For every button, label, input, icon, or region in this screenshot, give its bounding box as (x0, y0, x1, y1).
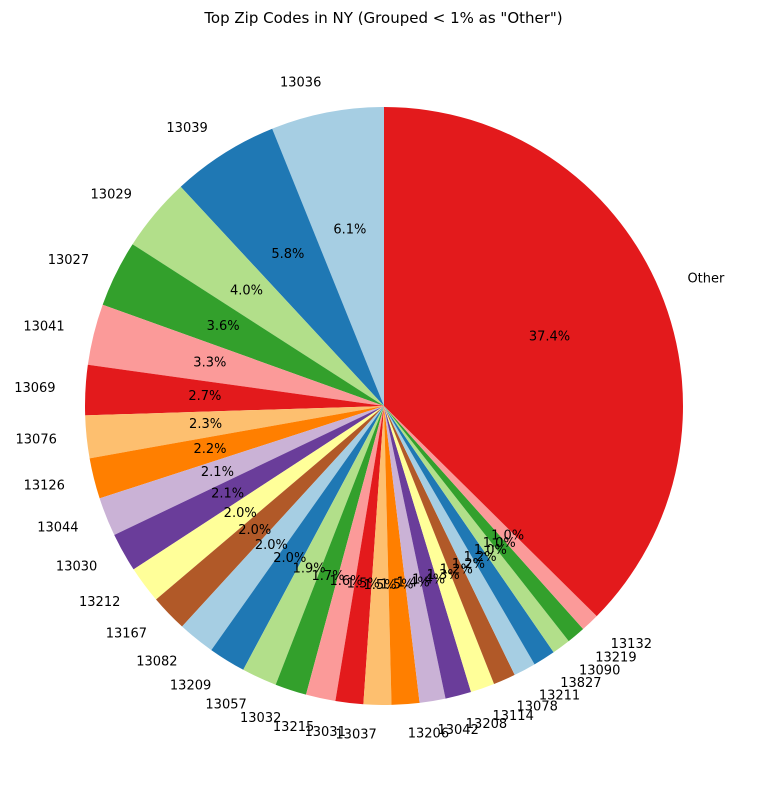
slice-label: 13029 (91, 187, 132, 202)
pie-slice-13212 (133, 406, 384, 600)
slice-percent-label: 3.6% (207, 319, 240, 334)
pie-slice-13041 (87, 304, 384, 406)
slice-percent-label: 2.2% (193, 442, 226, 457)
slice-label: 13041 (23, 320, 64, 335)
slice-percent-label: 2.7% (188, 389, 221, 404)
slice-percent-label: 4.0% (230, 283, 263, 298)
slice-percent-label: 1.2% (452, 557, 485, 572)
pie-slice-other (384, 107, 683, 617)
pie-slice-13042 (384, 406, 446, 703)
pie-slice-13209 (211, 406, 384, 670)
slice-label: 13827 (560, 676, 601, 691)
pie-slice-13132 (384, 406, 597, 630)
slice-label: 13031 (304, 725, 345, 740)
slice-percent-label: 3.3% (193, 356, 226, 371)
slice-label: 13090 (579, 663, 620, 678)
slice-label: 13032 (240, 711, 281, 726)
slice-percent-label: 2.1% (211, 486, 244, 501)
slice-label: 13027 (48, 253, 89, 268)
slice-label: 13208 (466, 717, 507, 732)
slice-label: 13042 (437, 723, 478, 738)
pie-slice-13078 (384, 406, 515, 685)
slice-label: 13215 (273, 720, 314, 735)
pie-slice-13039 (180, 128, 384, 406)
pie-slice-13027 (102, 244, 385, 406)
slice-percent-label: 1.0% (483, 536, 516, 551)
slice-label: 13037 (335, 727, 376, 742)
pie-slice-13029 (132, 186, 384, 406)
slice-percent-label: 37.4% (529, 329, 570, 344)
slice-label: 13039 (166, 121, 207, 136)
slice-percent-label: 2.0% (255, 538, 288, 553)
pie-slice-13031 (335, 406, 384, 705)
slice-percent-label: 6.1% (333, 222, 366, 237)
pie-slice-13044 (99, 406, 385, 536)
slice-percent-label: 2.3% (189, 417, 222, 432)
pie-slice-13827 (384, 406, 554, 665)
slice-label: 13132 (611, 637, 652, 652)
slice-percent-label: 1.2% (464, 550, 497, 565)
slice-label: 13219 (595, 651, 636, 666)
slice-label: Other (687, 272, 725, 287)
slice-percent-label: 2.0% (273, 551, 306, 566)
chart-title: Top Zip Codes in NY (Grouped < 1% as "Ot… (204, 9, 563, 27)
slice-percent-label: 1.0% (491, 529, 524, 544)
slice-label: 13126 (24, 478, 65, 493)
pie-slice-13167 (156, 406, 384, 627)
slice-label: 13030 (56, 560, 97, 575)
slice-percent-label: 1.0% (474, 543, 507, 558)
pie-slice-13057 (243, 406, 384, 685)
slice-percent-label: 1.5% (364, 578, 397, 593)
slice-label: 13114 (492, 709, 533, 724)
slice-percent-label: 1.4% (412, 572, 445, 587)
slice-percent-label: 1.5% (380, 577, 413, 592)
slice-label: 13212 (79, 595, 120, 610)
pie-slice-13211 (384, 406, 535, 675)
slice-label: 13044 (37, 521, 78, 536)
slice-percent-label: 5.8% (271, 247, 304, 262)
slice-percent-label: 1.3% (427, 568, 460, 583)
slice-percent-label: 1.7% (312, 569, 345, 584)
pie-slice-13208 (384, 406, 472, 699)
slice-label: 13167 (106, 627, 147, 642)
slice-label: 13078 (517, 700, 558, 715)
slice-label: 13209 (170, 678, 211, 693)
pie-slice-13206 (384, 406, 420, 705)
pie-slice-13126 (89, 406, 384, 499)
slice-percent-label: 1.5% (347, 577, 380, 592)
slice-percent-label: 1.9% (293, 562, 326, 577)
slice-label: 13076 (16, 433, 57, 448)
slice-percent-label: 2.0% (238, 523, 271, 538)
pie-slice-13090 (384, 406, 569, 653)
slice-percent-label: 1.6% (329, 574, 362, 589)
slice-percent-label: 1.2% (440, 563, 473, 578)
pie-slice-13114 (384, 406, 495, 693)
slice-percent-label: 2.1% (201, 465, 234, 480)
pie-slice-13082 (182, 406, 384, 651)
slice-percent-label: 1.4% (397, 576, 430, 591)
pie-slice-13076 (85, 406, 385, 459)
slice-label: 13069 (14, 381, 55, 396)
pie-slice-13036 (272, 107, 384, 406)
slice-percent-label: 2.0% (224, 506, 257, 521)
slice-label: 13211 (539, 689, 580, 704)
pie-slice-13030 (114, 406, 384, 570)
pie-slice-13032 (275, 406, 384, 695)
pie-slice-13069 (85, 364, 385, 416)
pie-slice-13219 (384, 406, 584, 642)
slice-label: 13206 (408, 727, 449, 742)
slice-label: 13057 (205, 697, 246, 712)
pie-slice-13215 (306, 406, 384, 702)
slice-label: 13036 (280, 76, 321, 91)
slice-label: 13082 (136, 655, 177, 670)
pie-slice-13037 (363, 406, 392, 705)
